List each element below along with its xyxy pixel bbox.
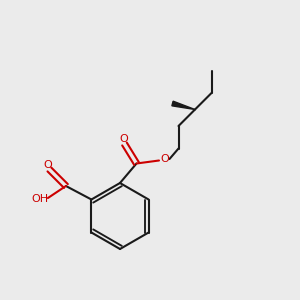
Text: OH: OH bbox=[32, 194, 49, 205]
Polygon shape bbox=[172, 101, 195, 110]
Text: O: O bbox=[160, 154, 169, 164]
Text: O: O bbox=[119, 134, 128, 144]
Text: O: O bbox=[44, 160, 52, 170]
